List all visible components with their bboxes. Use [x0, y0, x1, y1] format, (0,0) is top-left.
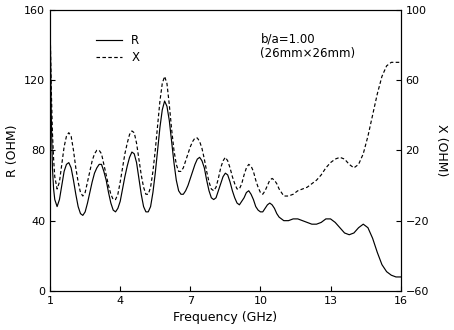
R — [47, 16, 53, 20]
R — [314, 222, 319, 226]
Legend: R, X: R, X — [91, 29, 144, 69]
X — [398, 60, 403, 64]
X — [167, 103, 172, 107]
Line: R: R — [50, 18, 400, 277]
X — [118, 180, 123, 184]
R — [370, 236, 375, 240]
R — [115, 206, 121, 210]
X — [375, 92, 380, 96]
X — [199, 147, 205, 150]
R — [153, 171, 158, 175]
X — [155, 124, 160, 128]
Y-axis label: X (OHM): X (OHM) — [435, 124, 449, 177]
X — [110, 198, 116, 202]
X — [47, 25, 53, 29]
X-axis label: Frequency (GHz): Frequency (GHz) — [173, 312, 277, 324]
Y-axis label: R (OHM): R (OHM) — [5, 124, 19, 177]
Line: X: X — [50, 27, 400, 200]
R — [197, 155, 202, 159]
X — [318, 173, 324, 177]
Text: b/a=1.00
(26mm×26mm): b/a=1.00 (26mm×26mm) — [261, 32, 355, 60]
R — [393, 275, 399, 279]
R — [164, 104, 170, 108]
R — [398, 275, 403, 279]
